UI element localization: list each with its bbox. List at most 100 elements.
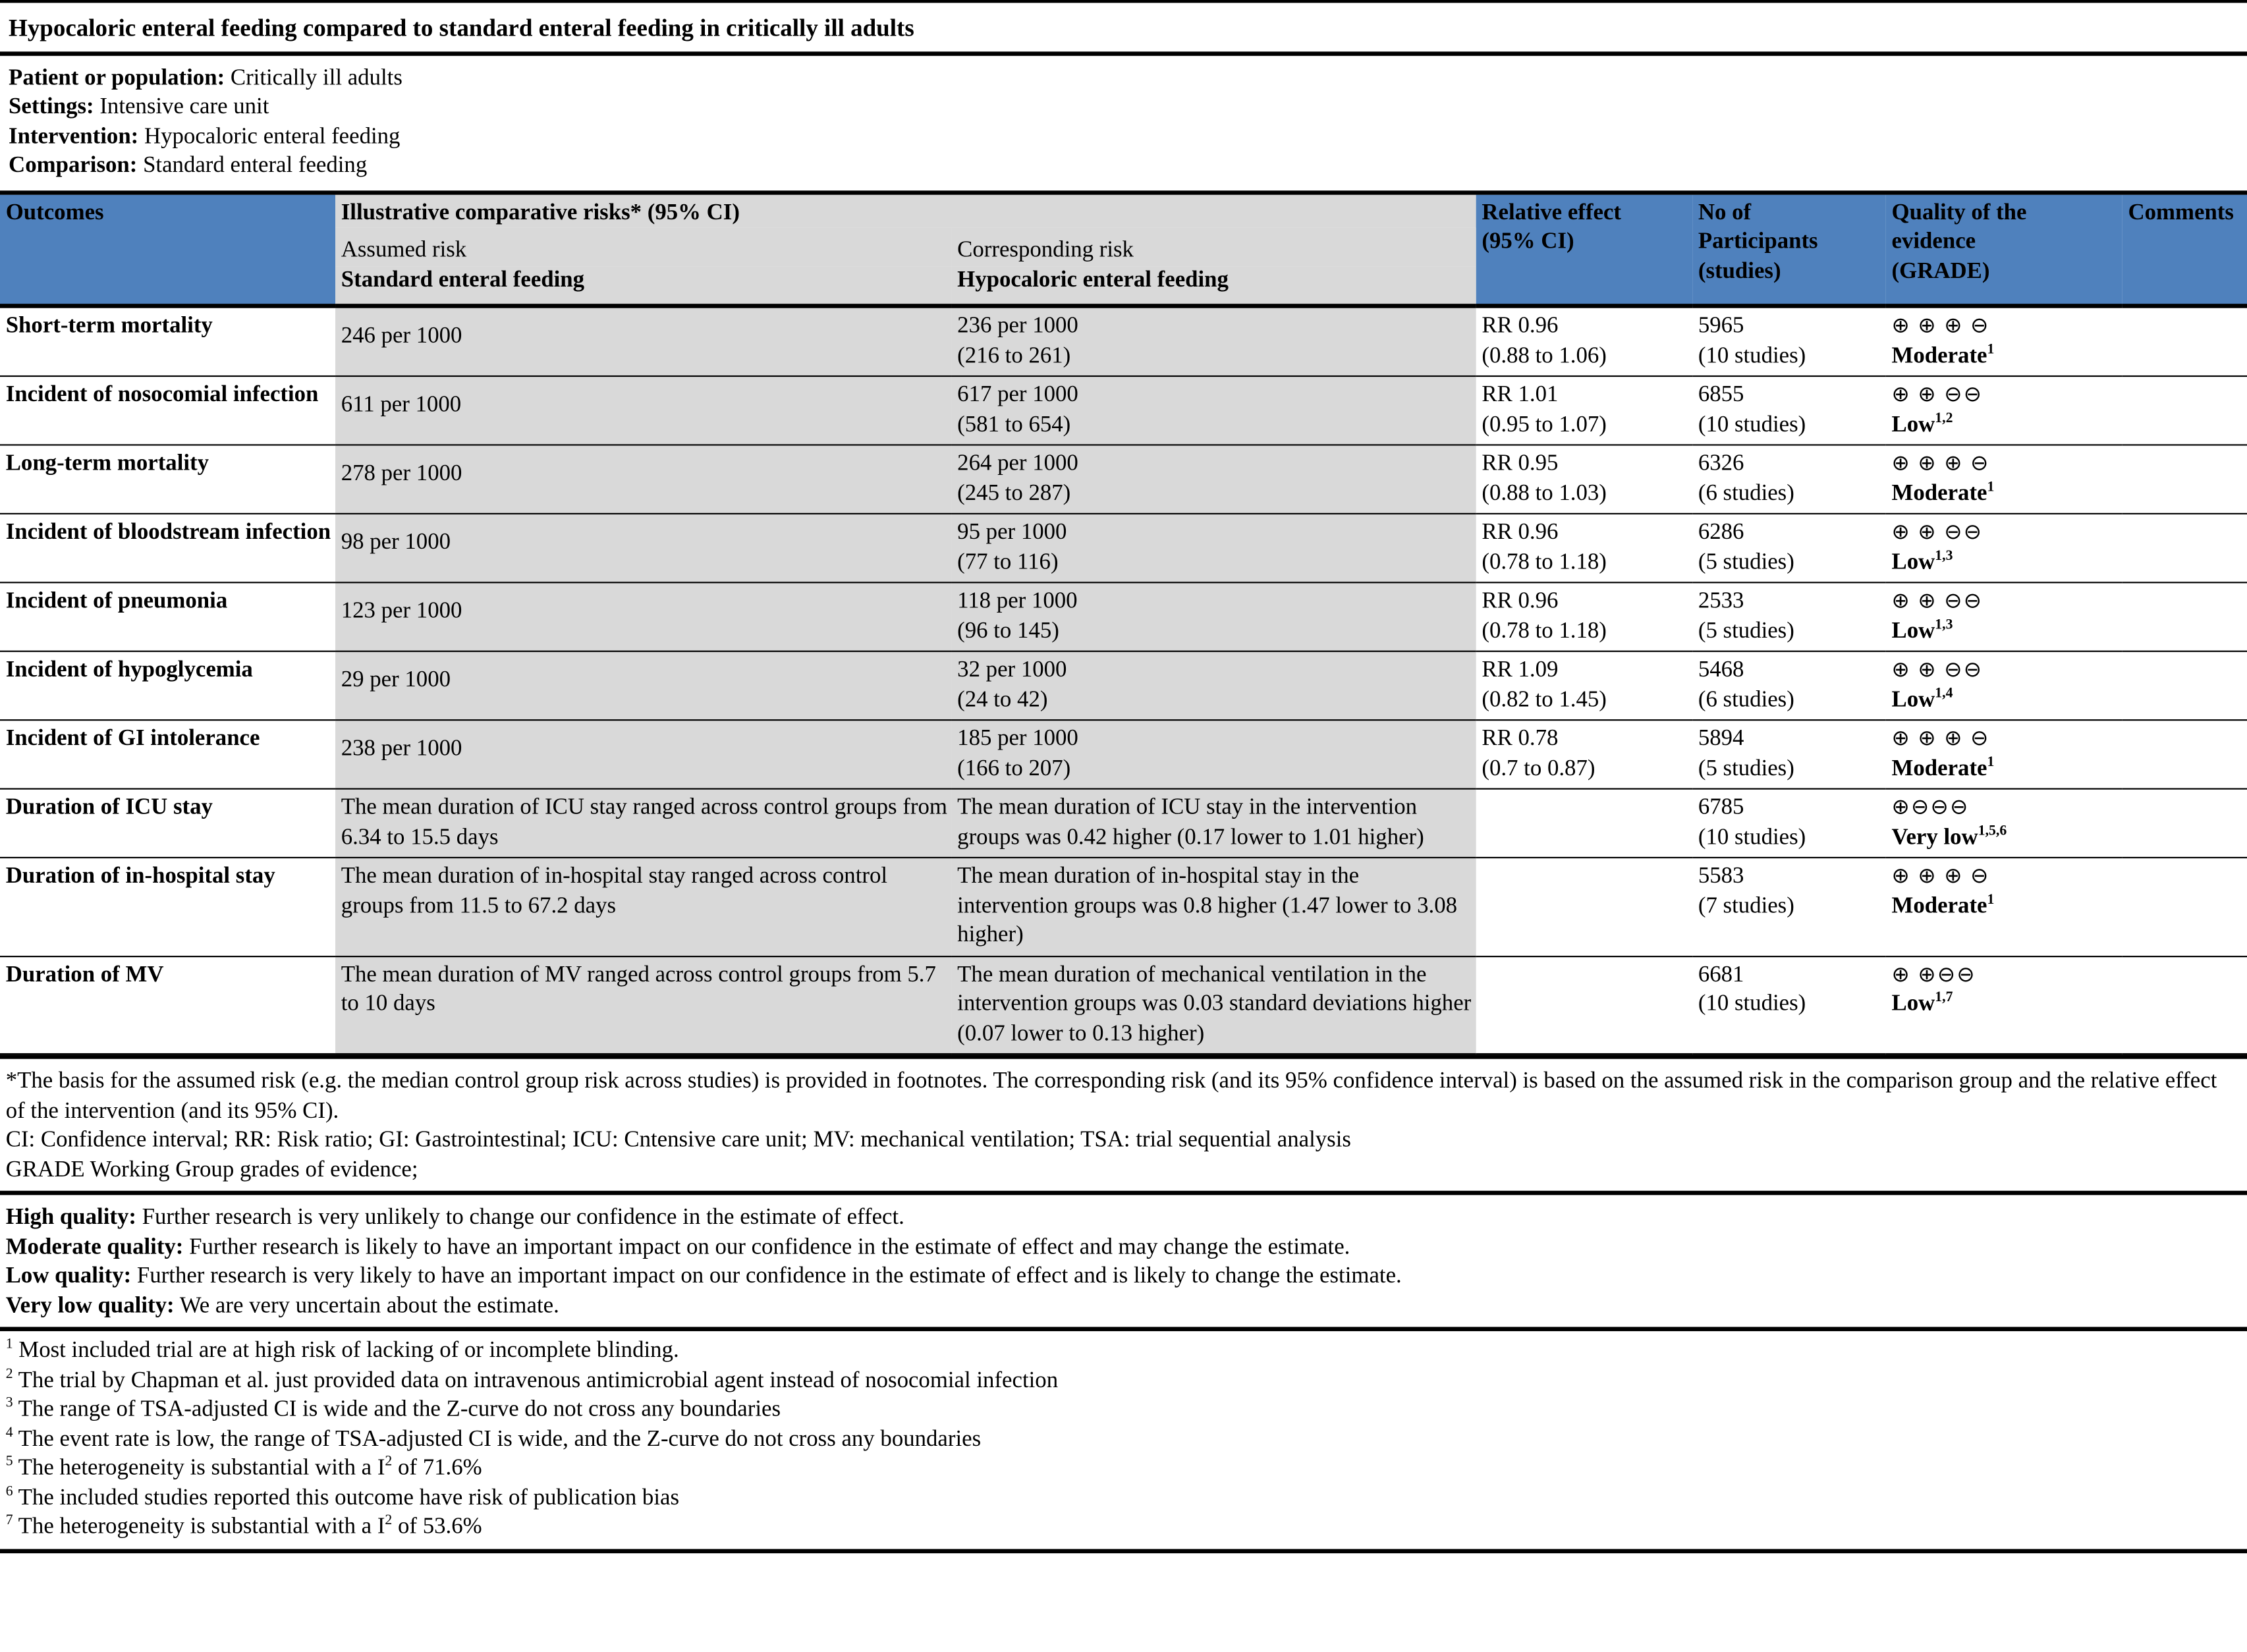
quality-rating: Low1,3 <box>1892 617 2119 647</box>
quality-symbols: ⊕ ⊕ ⊖⊖ <box>1891 590 1983 614</box>
relative-cell <box>1476 857 1693 957</box>
relative-cell: RR 1.09 (0.82 to 1.45) <box>1476 651 1693 721</box>
quality-rating: Low1,7 <box>1892 990 2119 1020</box>
footnote-line: 2 The trial by Chapman et al. just provi… <box>6 1366 2238 1396</box>
participants-cell: 6286 (5 studies) <box>1692 513 1886 584</box>
corresponding-cell: 236 per 1000 (216 to 261) <box>951 306 1476 377</box>
abbreviations: CI: Confidence interval; RR: Risk ratio;… <box>5 1128 1351 1153</box>
header-cell: Relative effect (95% CI) <box>1476 194 1693 308</box>
assumed-cell: 29 per 1000 <box>335 651 952 721</box>
corresponding-cell: 95 per 1000 (77 to 116) <box>951 513 1476 584</box>
grade-text: We are very uncertain about the estimate… <box>179 1293 559 1318</box>
basis-note: *The basis for the assumed risk (e.g. th… <box>5 1068 2217 1123</box>
relative-cell <box>1476 955 1693 1055</box>
header-cell: Assumed risk <box>335 227 952 266</box>
quality-label: Low <box>1891 618 1935 643</box>
grade-label: High quality: <box>5 1205 136 1230</box>
outcome-cell: Duration of in-hospital stay <box>0 857 336 957</box>
summary-table: Outcomes Illustrative comparative risks*… <box>0 194 2247 1055</box>
grade-line: Moderate quality: Further research is li… <box>6 1233 2238 1263</box>
quality-cell: ⊕ ⊕ ⊕ ⊖ Moderate1 <box>1885 857 2122 957</box>
assumed-cell: 611 per 1000 <box>335 376 952 446</box>
outcome-cell: Duration of ICU stay <box>0 788 336 859</box>
assumed-cell: The mean duration of MV ranged across co… <box>335 955 952 1055</box>
quality-label: Moderate <box>1891 756 1987 781</box>
relative-cell <box>1476 788 1693 859</box>
outcome-cell: Short-term mortality <box>0 306 336 377</box>
header-row: Assumed risk Corresponding risk <box>0 227 2247 266</box>
header-cell: Comments <box>2122 194 2247 308</box>
header-cell: Illustrative comparative risks* (95% CI) <box>335 194 1476 228</box>
comments-cell <box>2122 857 2247 957</box>
corresponding-cell: 617 per 1000 (581 to 654) <box>951 376 1476 446</box>
table-row: Long-term mortality 278 per 1000 264 per 1… <box>0 445 2247 514</box>
header-row: Standard enteral feeding Hypocaloric ent… <box>0 265 2247 308</box>
grade-text: Further research is likely to have an im… <box>189 1234 1350 1259</box>
comments-cell <box>2122 445 2247 514</box>
quality-footnote: 1 <box>1987 891 1995 908</box>
quality-label: Moderate <box>1891 343 1987 368</box>
participants-cell: 6681 (10 studies) <box>1692 955 1886 1055</box>
assumed-cell: 246 per 1000 <box>335 306 952 377</box>
table-row: Incident of nosocomial infection 611 per … <box>0 376 2247 446</box>
grade-label: Moderate quality: <box>5 1234 184 1259</box>
footnote-number: 5 <box>5 1454 13 1470</box>
footnote-line: 3 The range of TSA-adjusted CI is wide a… <box>6 1396 2238 1425</box>
quality-footnote: 1,3 <box>1935 616 1953 632</box>
assumed-cell: 278 per 1000 <box>335 445 952 514</box>
info-text: Hypocaloric enteral feeding <box>144 124 401 149</box>
corresponding-cell: 264 per 1000 (245 to 287) <box>951 445 1476 514</box>
footnote-number: 6 <box>5 1483 13 1499</box>
relative-cell: RR 0.96 (0.88 to 1.06) <box>1476 306 1693 377</box>
quality-symbols: ⊕ ⊕ ⊖⊖ <box>1891 384 1983 407</box>
quality-symbols: ⊕ ⊕ ⊕ ⊖ <box>1891 315 1990 339</box>
quality-label: Low <box>1891 412 1935 437</box>
quality-rating: Low1,3 <box>1892 548 2119 578</box>
info-line: Intervention: Hypocaloric enteral feedin… <box>9 123 2238 152</box>
comments-cell <box>2122 955 2247 1055</box>
grade-text: Further research is very likely to have … <box>136 1263 1402 1288</box>
quality-cell: ⊕ ⊕ ⊕ ⊖ Moderate1 <box>1885 720 2122 790</box>
quality-cell: ⊕ ⊕ ⊕ ⊖ Moderate1 <box>1885 445 2122 514</box>
participants-cell: 5468 (6 studies) <box>1692 651 1886 721</box>
footnote-text-end: of 71.6% <box>392 1456 482 1481</box>
participants-cell: 5894 (5 studies) <box>1692 720 1886 790</box>
footnote-number: 7 <box>5 1512 13 1529</box>
corresponding-cell: The mean duration of mechanical ventilat… <box>951 955 1476 1055</box>
quality-cell: ⊕ ⊕⊖⊖ Low1,7 <box>1885 955 2122 1055</box>
comments-cell <box>2122 720 2247 790</box>
outcome-cell: Incident of pneumonia <box>0 582 336 652</box>
grade-heading: GRADE Working Group grades of evidence; <box>5 1157 418 1182</box>
quality-cell: ⊕ ⊕ ⊖⊖ Low1,2 <box>1885 376 2122 446</box>
quality-cell: ⊕ ⊕ ⊖⊖ Low1,3 <box>1885 513 2122 584</box>
assumed-cell: The mean duration of ICU stay ranged acr… <box>335 788 952 859</box>
footnote-line: 5 The heterogeneity is substantial with … <box>6 1454 2238 1484</box>
footnote-block: *The basis for the assumed risk (e.g. th… <box>0 1055 2247 1191</box>
header-cell: Quality of the evidence (GRADE) <box>1885 194 2122 308</box>
footnote-text: The included studies reported this outco… <box>18 1485 680 1510</box>
footnote-text: The range of TSA-adjusted CI is wide and… <box>18 1397 781 1421</box>
grade-line: Very low quality: We are very uncertain … <box>6 1292 2238 1321</box>
header-cell: Standard enteral feeding <box>335 265 952 308</box>
quality-cell: ⊕ ⊕ ⊖⊖ Low1,3 <box>1885 582 2122 652</box>
info-text: Intensive care unit <box>99 94 269 119</box>
footnote-line: 7 The heterogeneity is substantial with … <box>6 1513 2238 1543</box>
quality-rating: Moderate1 <box>1892 480 2119 509</box>
title: Hypocaloric enteral feeding compared to … <box>0 0 2247 55</box>
grade-definitions: High quality: Further research is very u… <box>0 1190 2247 1327</box>
footnote-number: 1 <box>5 1336 13 1352</box>
quality-rating: Low1,4 <box>1892 686 2119 715</box>
quality-footnote: 1 <box>1987 478 1995 495</box>
footnote-text: The trial by Chapman et al. just provide… <box>18 1367 1059 1392</box>
participants-cell: 6785 (10 studies) <box>1692 788 1886 859</box>
table-row: Incident of bloodstream infection 98 per … <box>0 513 2247 584</box>
comments-cell <box>2122 651 2247 721</box>
corresponding-cell: 185 per 1000 (166 to 207) <box>951 720 1476 790</box>
table-body: Outcomes Illustrative comparative risks*… <box>0 194 2247 1055</box>
info-text: Standard enteral feeding <box>143 153 368 178</box>
quality-rating: Moderate1 <box>1892 754 2119 784</box>
table-row: Duration of ICU stay The mean duration of… <box>0 788 2247 859</box>
participants-cell: 6855 (10 studies) <box>1692 376 1886 446</box>
